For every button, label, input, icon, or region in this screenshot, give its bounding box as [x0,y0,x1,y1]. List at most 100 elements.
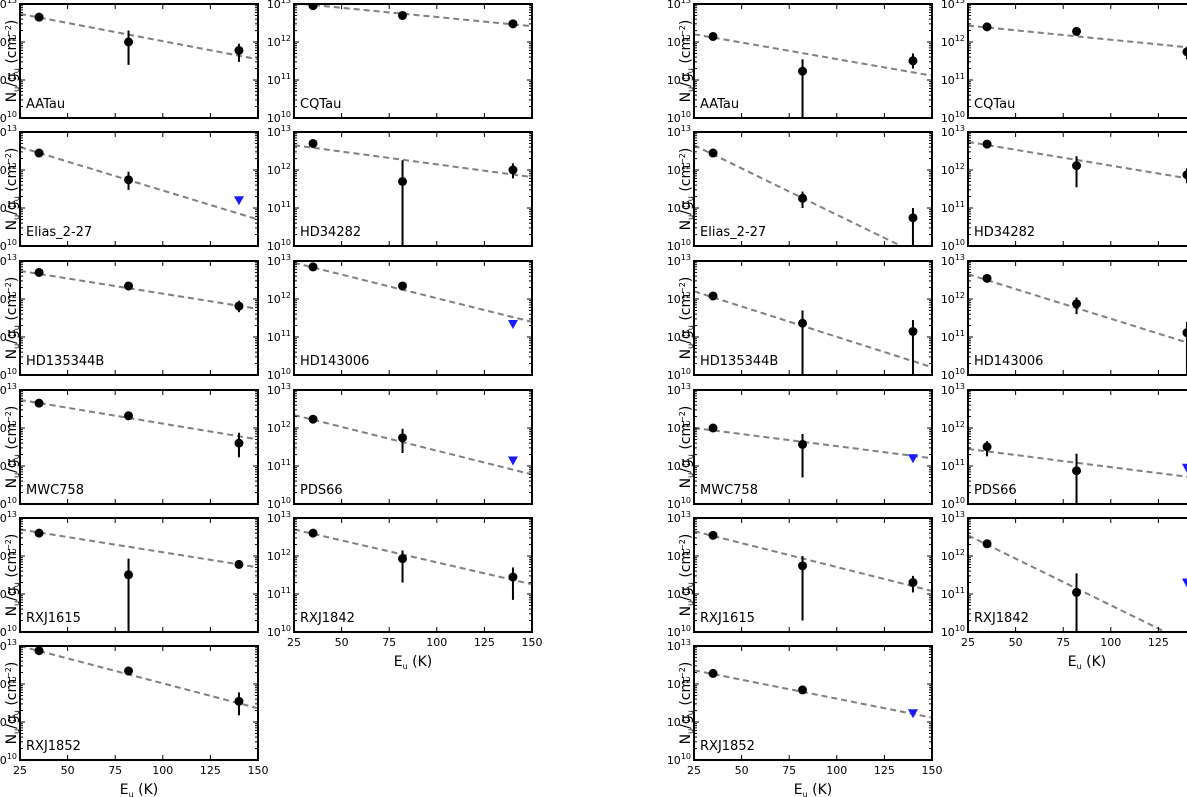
x-tick-label: 75 [382,636,396,649]
x-tick-label: 125 [1148,636,1169,649]
y-tick-label: 1012 [0,34,17,49]
panel-frame [693,645,933,761]
y-tick-label: 1010 [0,367,17,382]
y-tick-label: 1011 [0,586,17,601]
data-point [308,4,318,11]
plot-area [294,4,532,29]
data-point [234,301,244,311]
y-tick-label: 1011 [267,200,291,215]
panel-frame [19,260,259,376]
panel-frame [693,389,933,505]
panel-label: PDS66 [974,483,1017,498]
x-tick-label: 100 [826,764,847,777]
panel-label: MWC758 [700,483,758,498]
fit-line [968,140,1187,180]
y-tick-label: 1013 [267,382,291,397]
y-tick-label: 1013 [941,0,965,11]
fit-line [20,269,258,310]
y-tick-label: 1012 [0,420,17,435]
data-point [908,578,918,588]
data-point [398,554,408,564]
data-point [798,66,808,76]
data-point [982,139,992,149]
upper-limit-marker [1181,578,1187,588]
panel-frame [967,517,1187,633]
data-point [398,433,408,443]
y-tick-label: 1010 [941,110,965,125]
panel-right-aatau: 1010 1011 1012 1013 Nu/gu (cm−2) AATau [667,0,933,125]
plot-area [20,398,258,458]
y-tick-label: 1010 [667,110,691,125]
panel-left-mwc758: 1010 1011 1012 1013 Nu/gu (cm−2) MWC758 [0,382,259,511]
panel-frame [967,389,1187,505]
x-tick-label: 25 [687,764,701,777]
data-point [124,281,134,291]
y-tick-label: 1013 [667,124,691,139]
y-tick-label: 1012 [267,34,291,49]
panel-right-elias-2-27: 1010 1011 1012 1013 Nu/gu (cm−2) Elias_2-27 [667,124,933,253]
plot-area [694,31,932,118]
x-axis-label: Eu (K) [794,782,833,797]
data-point [234,696,244,706]
panel-frame [293,517,533,633]
upper-limit-marker [507,319,518,329]
panel-frame [293,131,533,247]
data-point [982,539,992,549]
x-tick-label: 75 [108,764,122,777]
fit-line [694,530,932,592]
panel-frame [693,131,933,247]
data-point [798,685,808,695]
x-tick-label: 25 [961,636,975,649]
panel-label: RXJ1615 [26,611,81,626]
panel-label: AATau [700,97,739,112]
data-point [982,442,992,452]
upper-limit-marker [1181,463,1187,473]
data-point [708,668,718,678]
y-tick-label: 1011 [267,458,291,473]
y-tick-label: 1012 [667,420,691,435]
y-tick-label: 1011 [667,586,691,601]
data-point [798,439,808,449]
data-point [508,165,518,175]
data-point [234,438,244,448]
x-tick-label: 25 [13,764,27,777]
y-tick-label: 1011 [941,200,965,215]
panel-frame [693,260,933,376]
y-tick-label: 1012 [267,162,291,177]
panel-right-rxj1852: 1010 1011 1012 1013 25 50 75 100 125 150 Eu (K) Nu/… [667,638,943,797]
plot-area [968,22,1187,60]
data-point [34,148,44,158]
y-axis-label: Nu/gu (cm−2) [678,662,695,745]
y-tick-label: 1012 [941,162,965,177]
panel-frame [19,3,259,119]
x-tick-label: 50 [335,636,349,649]
y-tick-label: 1012 [941,291,965,306]
panel-left-pds66: 1010 1011 1012 1013 PDS66 [267,382,533,511]
data-point [34,267,44,277]
panel-label: HD135344B [26,354,104,369]
panel-right-hd135344b: 1010 1011 1012 1013 Nu/gu (cm−2) HD135344B [667,253,933,382]
fit-line [294,528,532,586]
fit-line [968,273,1187,344]
x-axis-label: Eu (K) [394,654,433,671]
fit-line [694,144,904,246]
plot-area [694,290,932,375]
y-tick-label: 1010 [667,752,691,767]
y-tick-label: 1013 [667,510,691,525]
fit-line [20,646,258,710]
plot-area [20,528,258,632]
data-point [124,570,134,580]
y-tick-label: 1012 [667,34,691,49]
y-tick-label: 1011 [267,72,291,87]
y-tick-label: 1011 [941,329,965,344]
panel-label: CQTau [974,97,1015,112]
panel-right-hd143006: 1010 1011 1012 1013 HD143006 [941,253,1187,382]
panel-frame [967,3,1187,119]
y-tick-label: 1013 [941,124,965,139]
panel-label: HD34282 [974,225,1035,240]
upper-limit-marker [907,454,918,464]
y-tick-label: 1012 [941,420,965,435]
x-tick-label: 150 [522,636,543,649]
fit-line [694,290,932,369]
x-tick-label: 25 [287,636,301,649]
